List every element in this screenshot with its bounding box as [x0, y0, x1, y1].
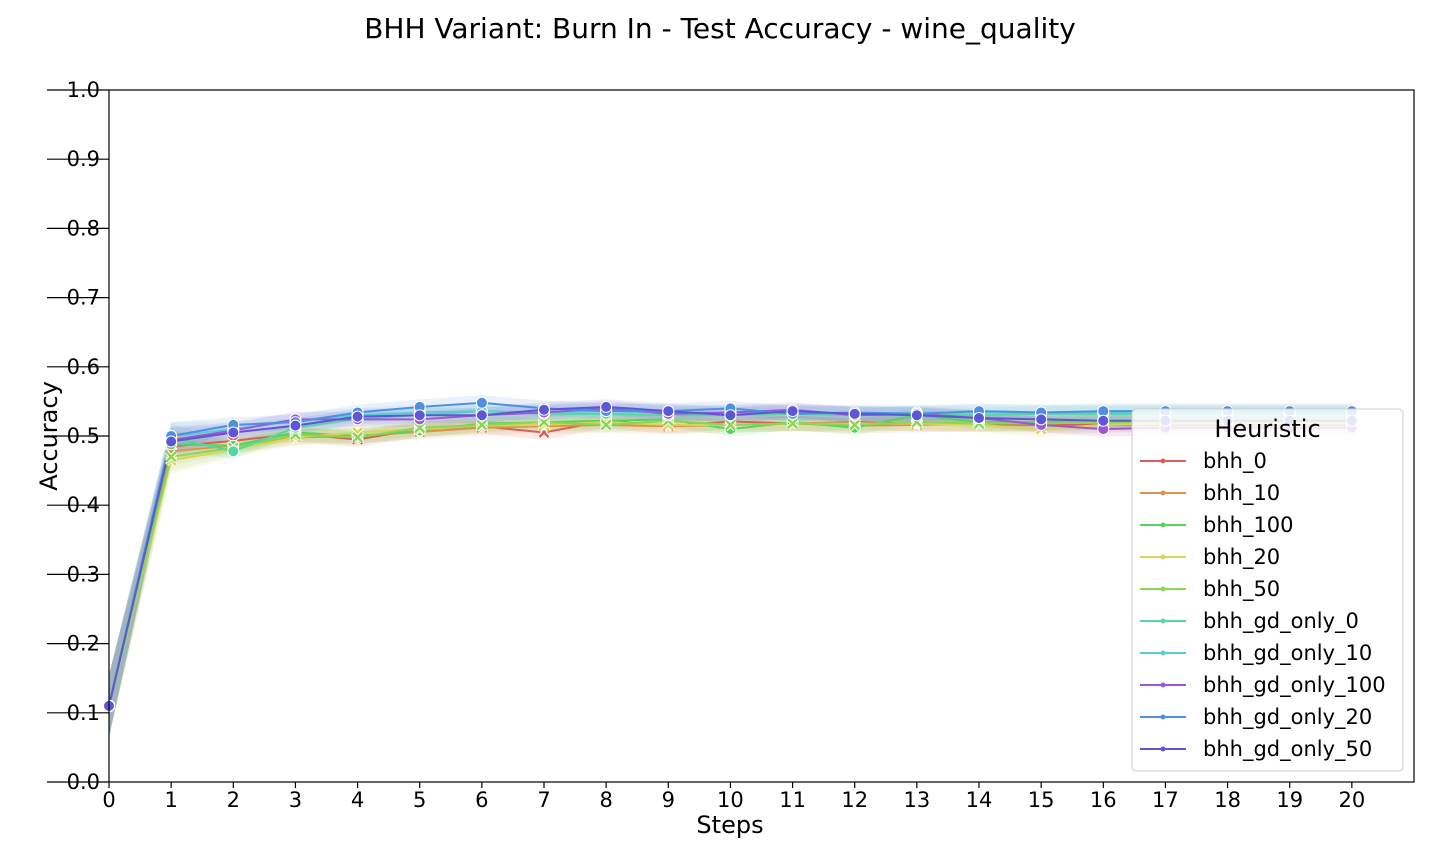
x-tick-label: 20 — [1338, 788, 1365, 812]
point-bhh_gd_only_50-7 — [538, 403, 550, 416]
x-tick-label: 6 — [475, 788, 488, 812]
legend-label: bhh_gd_only_10 — [1203, 641, 1372, 666]
point-bhh_50-12 — [848, 418, 861, 432]
point-bhh_50-8 — [600, 418, 613, 432]
point-bhh_gd_only_50-11 — [786, 405, 799, 418]
x-axis-title: Steps — [696, 811, 763, 839]
x-tick-label: 8 — [599, 788, 612, 812]
point-bhh_gd_only_50-3 — [289, 419, 302, 432]
point-bhh_gd_only_50-14 — [973, 412, 985, 425]
x-tick-label: 0 — [102, 788, 115, 812]
axes: 0.00.10.20.30.40.50.60.70.80.91.00 1 2 3 4 5 6… — [47, 78, 1415, 812]
legend-item-bhh_gd_only_0: bhh_gd_only_0 — [1140, 609, 1359, 634]
x-tick-label: 11 — [779, 788, 806, 812]
legend-box — [1131, 408, 1404, 772]
point-bhh_50-1 — [165, 450, 178, 463]
point-bhh_gd_only_50-16 — [1097, 414, 1110, 427]
x-tick-label: 14 — [966, 788, 993, 812]
point-bhh_gd_only_50-8 — [600, 400, 613, 413]
point-bhh_gd_only_50-5 — [413, 409, 426, 422]
x-tick-label: 13 — [903, 788, 930, 812]
legend-item-bhh_0: bhh_0 — [1140, 449, 1267, 474]
legend-item-bhh_gd_only_10: bhh_gd_only_10 — [1140, 641, 1372, 666]
point-bhh_50-10 — [724, 418, 737, 432]
chart-title: BHH Variant: Burn In - Test Accuracy - w… — [364, 12, 1076, 45]
legend-label: bhh_20 — [1203, 545, 1280, 570]
x-tick-label: 3 — [289, 788, 302, 812]
y-tick-label: 0.7 — [67, 286, 100, 310]
legend-label: bhh_gd_only_100 — [1203, 673, 1386, 698]
legend-label: bhh_gd_only_0 — [1203, 609, 1359, 634]
point-bhh_50-7 — [537, 416, 551, 429]
y-tick-label: 0.9 — [67, 147, 100, 171]
y-tick-label: 0.0 — [67, 770, 100, 794]
x-tick-label: 15 — [1028, 788, 1055, 812]
legend-label: bhh_gd_only_50 — [1203, 737, 1372, 762]
y-tick-label: 1.0 — [67, 78, 100, 102]
point-bhh_50-11 — [786, 417, 799, 430]
x-tick-label: 18 — [1214, 788, 1241, 812]
point-bhh_gd_only_50-4 — [351, 410, 364, 423]
x-tick-label: 7 — [537, 788, 550, 812]
x-tick-label: 4 — [351, 788, 364, 812]
x-tick-label: 10 — [717, 788, 744, 812]
legend-item-bhh_100: bhh_100 — [1140, 513, 1294, 538]
point-bhh_gd_only_50-9 — [662, 405, 675, 418]
point-bhh_50-5 — [413, 421, 426, 434]
point-bhh_gd_only_50-6 — [475, 409, 488, 422]
point-bhh_gd_only_50-13 — [910, 409, 923, 422]
legend-item-bhh_gd_only_50: bhh_gd_only_50 — [1140, 737, 1372, 762]
y-tick-label: 0.1 — [67, 701, 100, 725]
point-bhh_gd_only_20-6 — [475, 396, 488, 409]
legend: Heuristic bhh_0 bhh_10 bhh_100 bhh_20 bhh_50b… — [1131, 408, 1404, 772]
x-tick-label: 2 — [227, 788, 240, 812]
y-tick-label: 0.8 — [67, 216, 100, 240]
y-tick-label: 0.4 — [67, 493, 100, 517]
y-tick-label: 0.6 — [67, 355, 100, 379]
point-bhh_gd_only_50-15 — [1035, 413, 1048, 426]
x-tick-label: 9 — [662, 788, 675, 812]
legend-item-bhh_50: bhh_50 — [1140, 577, 1280, 602]
x-tick-label: 12 — [841, 788, 868, 812]
x-tick-label: 19 — [1276, 788, 1303, 812]
point-bhh_50-6 — [475, 418, 488, 432]
legend-label: bhh_gd_only_20 — [1203, 705, 1372, 730]
legend-label: bhh_0 — [1203, 449, 1267, 474]
legend-item-bhh_10: bhh_10 — [1140, 481, 1280, 506]
legend-label: bhh_50 — [1203, 577, 1280, 602]
legend-item-bhh_gd_only_20: bhh_gd_only_20 — [1140, 705, 1372, 730]
x-tick-label: 1 — [164, 788, 177, 812]
y-tick-label: 0.2 — [67, 632, 100, 656]
point-bhh_50-4 — [351, 431, 364, 444]
point-bhh_gd_only_50-2 — [227, 426, 240, 439]
point-bhh_gd_only_0-2 — [227, 445, 240, 458]
point-bhh_gd_only_50-10 — [724, 409, 737, 422]
y-tick-label: 0.3 — [67, 562, 100, 586]
legend-label: bhh_10 — [1203, 481, 1280, 506]
legend-title: Heuristic — [1214, 415, 1320, 443]
legend-item-bhh_20: bhh_20 — [1140, 545, 1280, 570]
x-tick-label: 16 — [1090, 788, 1117, 812]
point-bhh_gd_only_50-12 — [848, 407, 861, 420]
x-tick-label: 17 — [1152, 788, 1179, 812]
legend-label: bhh_100 — [1203, 513, 1294, 538]
y-tick-label: 0.5 — [67, 424, 100, 448]
point-bhh_gd_only_50-1 — [165, 435, 178, 448]
x-tick-label: 5 — [413, 788, 426, 812]
legend-item-bhh_gd_only_100: bhh_gd_only_100 — [1140, 673, 1386, 698]
